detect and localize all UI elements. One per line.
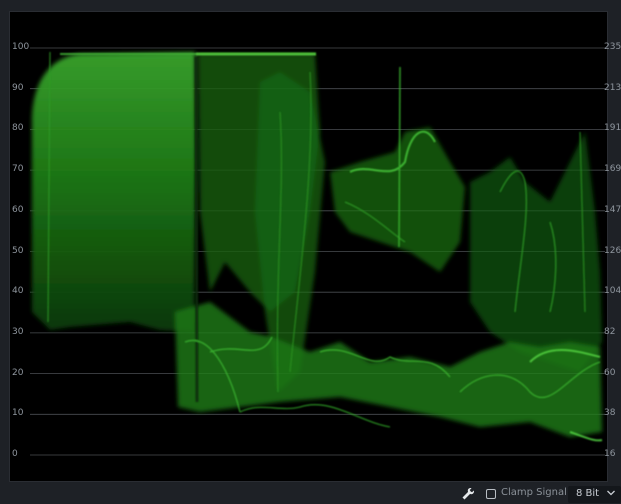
wrench-icon[interactable] bbox=[461, 487, 475, 501]
left-scale-label: 0 bbox=[12, 449, 18, 459]
right-scale-label: 60 bbox=[604, 367, 616, 378]
bit-depth-dropdown[interactable] bbox=[568, 486, 621, 503]
waveform-trace bbox=[30, 47, 605, 456]
left-scale-label: 10 bbox=[12, 408, 24, 419]
left-scale-label: 80 bbox=[12, 123, 24, 134]
left-scale-label: 30 bbox=[12, 326, 24, 337]
left-scale-label: 20 bbox=[12, 367, 24, 378]
waveform-scope bbox=[9, 11, 608, 482]
left-scale-label: 100 bbox=[12, 42, 30, 52]
left-scale-label: 70 bbox=[12, 164, 24, 175]
bit-depth-value[interactable]: 8 Bit bbox=[576, 488, 600, 499]
right-scale-label: 213 bbox=[604, 82, 621, 93]
clamp-signal-checkbox[interactable] bbox=[486, 489, 496, 499]
scope-footer bbox=[0, 483, 621, 504]
right-scale-label: 169 bbox=[604, 164, 621, 175]
right-scale-label: 82 bbox=[604, 326, 616, 337]
left-scale-label: 60 bbox=[12, 204, 24, 215]
right-scale-label: 235 bbox=[604, 42, 621, 52]
right-scale-label: 104 bbox=[604, 286, 621, 297]
right-scale-label: 16 bbox=[604, 449, 616, 459]
chevron-down-icon[interactable] bbox=[606, 489, 616, 497]
clamp-signal-label[interactable]: Clamp Signal bbox=[501, 487, 567, 498]
left-scale-label: 40 bbox=[12, 286, 24, 297]
left-scale-label: 90 bbox=[12, 82, 24, 93]
right-scale-label: 38 bbox=[604, 408, 616, 419]
right-scale-label: 191 bbox=[604, 123, 621, 134]
right-scale-label: 126 bbox=[604, 245, 621, 256]
right-scale-label: 147 bbox=[604, 204, 621, 215]
left-scale-label: 50 bbox=[12, 245, 24, 256]
